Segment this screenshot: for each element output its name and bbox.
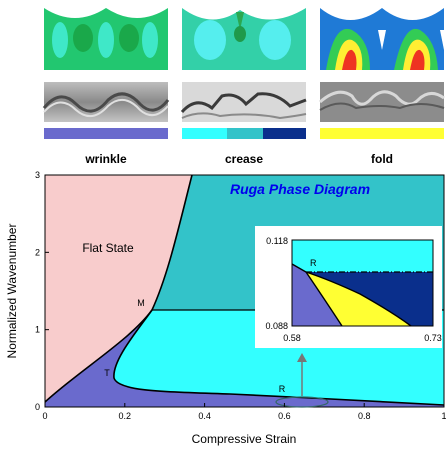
x-tick-label: 0.8: [358, 411, 371, 421]
inset-point-r: R: [310, 258, 317, 268]
x-tick-label: 0.6: [278, 411, 291, 421]
point-m: M: [137, 298, 145, 308]
inset-region-wrinkle: [292, 264, 342, 326]
region-wrinkle: [45, 310, 444, 407]
point-t: T: [104, 368, 110, 378]
y-axis-label: Normalized Wavenumber: [5, 224, 19, 359]
sim-crease: [182, 0, 306, 70]
photo-crease: [180, 82, 307, 122]
x-tick-label: 1: [441, 411, 446, 421]
y-tick-label: 2: [35, 247, 40, 257]
inset-region-fold: [306, 272, 411, 326]
point-r: R: [279, 384, 286, 394]
label-crease: crease: [225, 152, 263, 166]
bar-wrinkle: [44, 128, 168, 139]
sim-wrinkle: [44, 0, 168, 70]
inset-boundary-2: [305, 271, 412, 327]
inset-x-tick-right: 0.73: [424, 333, 442, 343]
y-tick-label: 3: [35, 170, 40, 180]
region-label-flat: Flat State: [82, 241, 134, 255]
x-tick-label: 0.2: [119, 411, 132, 421]
diagram-title: Ruga Phase Diagram: [230, 181, 370, 197]
bar-crease-light: [182, 128, 227, 139]
region-flat: [45, 175, 192, 402]
y-tick-label: 1: [35, 325, 40, 335]
y-axis-ticks: 0 1 2 3: [35, 170, 49, 412]
bar-fold: [320, 128, 444, 139]
inset-y-tick-bottom: 0.088: [265, 321, 288, 331]
boundary-wrinkle: [113, 309, 445, 406]
inset: R 0.118 0.088 0.58 0.73: [255, 226, 442, 348]
bar-crease-dark: [263, 128, 306, 139]
plot-frame: [44, 174, 445, 408]
zoom-arrowhead: [297, 353, 307, 362]
bar-crease-mid: [227, 128, 263, 139]
inset-frame: [291, 239, 434, 327]
sim-fold: [320, 0, 444, 70]
x-axis-ticks: 0 0.2 0.4 0.6 0.8 1: [42, 403, 446, 421]
inset-x-tick-left: 0.58: [283, 333, 301, 343]
inset-y-tick-top: 0.118: [266, 236, 288, 246]
x-axis-label: Compressive Strain: [192, 432, 297, 446]
y-tick-label: 0: [35, 402, 40, 412]
x-tick-label: 0: [42, 411, 47, 421]
label-wrinkle: wrinkle: [84, 152, 127, 166]
zoom-region-marker: [275, 396, 329, 408]
photo-fold: [319, 82, 445, 122]
x-tick-label: 0.4: [198, 411, 211, 421]
photo-wrinkle: [42, 82, 170, 122]
label-fold: fold: [371, 152, 393, 166]
